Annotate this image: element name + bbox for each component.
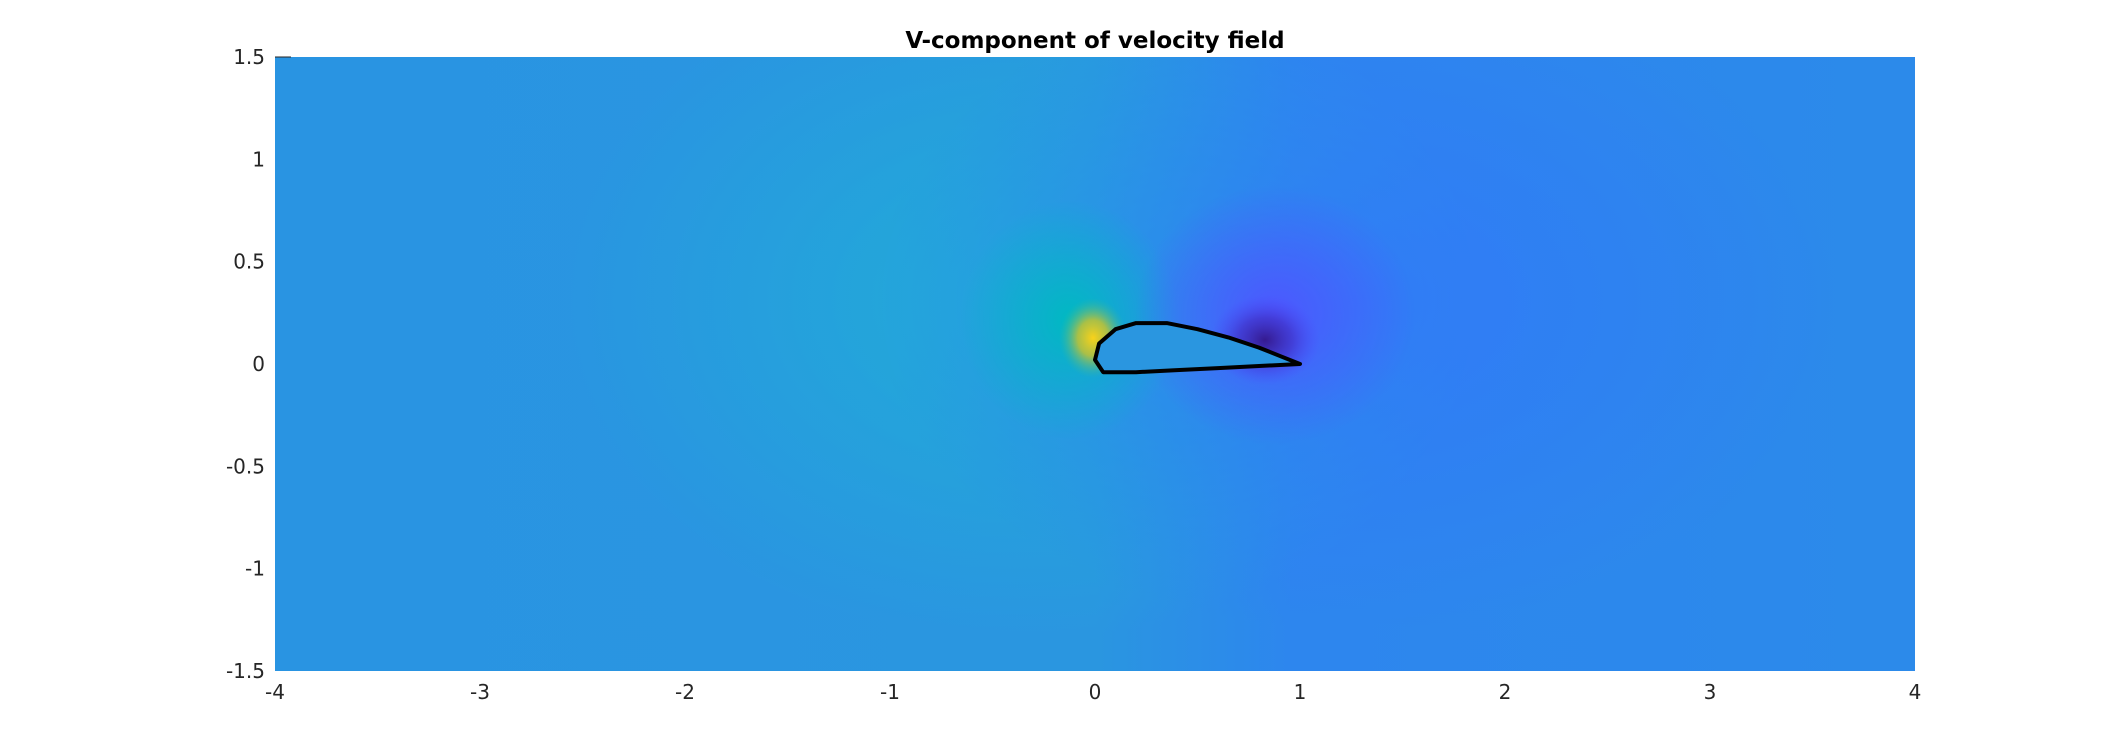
y-tick-label: 0: [252, 352, 265, 376]
x-tick-label: -3: [470, 680, 490, 704]
y-tick-label: 1.5: [233, 45, 265, 69]
x-tick-label: 1: [1294, 680, 1307, 704]
field-heatmap: [560, 57, 1835, 640]
y-tick-label: 1: [252, 147, 265, 171]
x-tick-label: -1: [880, 680, 900, 704]
plot-area: [275, 57, 1915, 671]
y-tick-label: -1.5: [226, 659, 265, 683]
x-tick-label: 2: [1499, 680, 1512, 704]
x-tick-label: 3: [1704, 680, 1717, 704]
x-tick-label: -4: [265, 680, 285, 704]
x-axis: -4 -3 -2 -1 0 1 2 3 4: [265, 680, 1921, 704]
x-tick-label: 0: [1089, 680, 1102, 704]
x-tick-label: -2: [675, 680, 695, 704]
y-tick-label: -1: [245, 557, 265, 581]
chart-title: V-component of velocity field: [905, 28, 1284, 54]
airfoil-outline: [1093, 321, 1302, 375]
y-axis: 1.5 1 0.5 0 -0.5 -1 -1.5: [226, 45, 291, 683]
y-tick-label: 0.5: [233, 250, 265, 274]
x-tick-label: 4: [1909, 680, 1922, 704]
y-tick-label: -0.5: [226, 454, 265, 478]
